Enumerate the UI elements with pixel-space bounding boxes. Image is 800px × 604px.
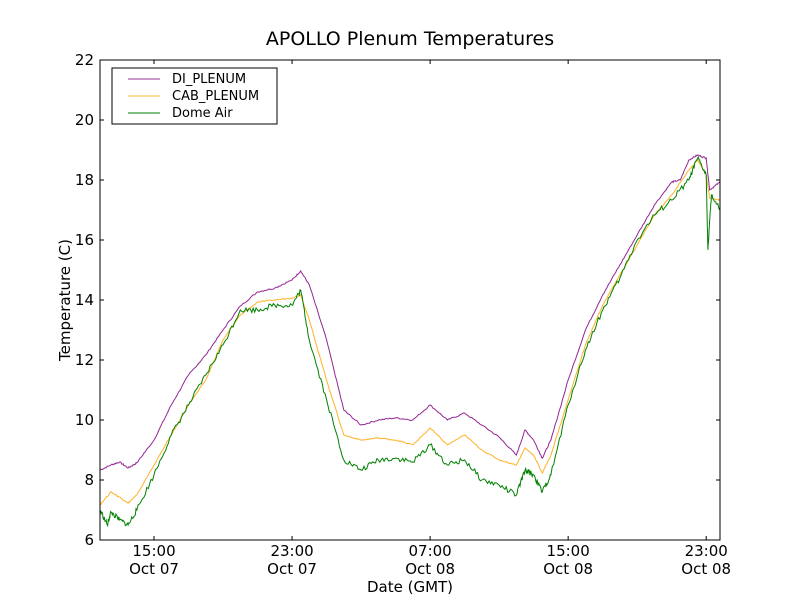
legend-label-dome-air: Dome Air (172, 106, 233, 121)
x-axis-label: Date (GMT) (367, 578, 453, 596)
legend-label-cab-plenum: CAB_PLENUM (172, 89, 259, 104)
y-tick-label: 6 (84, 531, 94, 549)
series-layer (99, 154, 721, 528)
legend-label-di-plenum: DI_PLENUM (172, 72, 246, 87)
y-tick-label: 18 (75, 171, 94, 189)
series-line-di-plenum (99, 154, 721, 471)
x-tick-label-date: Oct 08 (405, 560, 455, 578)
y-tick-label: 22 (75, 51, 94, 69)
x-tick-label-date: Oct 07 (129, 560, 179, 578)
y-tick-label: 20 (75, 111, 94, 129)
y-tick-label: 14 (75, 291, 94, 309)
series-line-dome-air (99, 155, 721, 528)
legend: DI_PLENUM CAB_PLENUM Dome Air (111, 67, 278, 125)
x-tick-label-time: 15:00 (132, 542, 175, 560)
chart-title: APOLLO Plenum Temperatures (266, 28, 554, 50)
x-tick-label-time: 15:00 (547, 542, 590, 560)
x-tick-label-time: 23:00 (685, 542, 728, 560)
x-tick-label-time: 23:00 (270, 542, 313, 560)
y-tick-label: 16 (75, 231, 94, 249)
y-tick-label: 10 (75, 411, 94, 429)
x-tick-label-date: Oct 07 (267, 560, 317, 578)
x-tick-label-date: Oct 08 (543, 560, 593, 578)
x-tick-label-date: Oct 08 (681, 560, 731, 578)
y-tick-label: 8 (84, 471, 94, 489)
x-tick-label-time: 07:00 (408, 542, 451, 560)
y-axis: 6 8 10 12 14 16 18 20 22 (75, 51, 720, 549)
y-axis-label: Temperature (C) (56, 239, 74, 362)
y-tick-label: 12 (75, 351, 94, 369)
